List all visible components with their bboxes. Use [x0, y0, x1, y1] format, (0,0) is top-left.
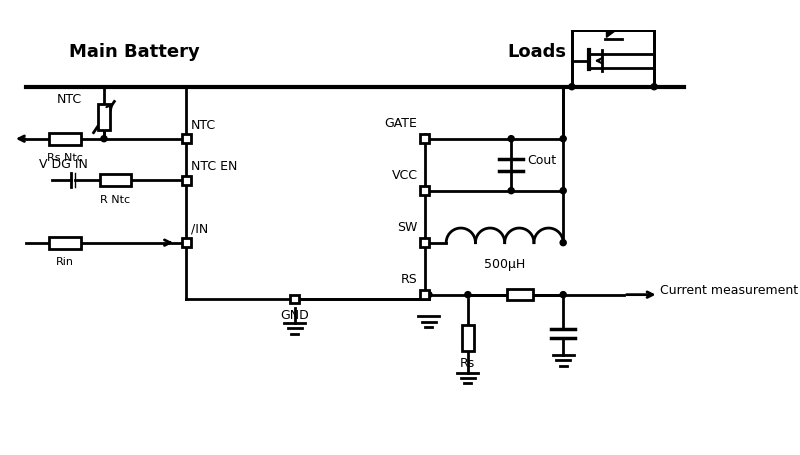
- Text: NTC: NTC: [190, 119, 216, 132]
- Text: V DG IN: V DG IN: [39, 158, 88, 171]
- Circle shape: [465, 292, 471, 298]
- Text: Main Battery: Main Battery: [69, 43, 200, 61]
- Circle shape: [569, 84, 575, 90]
- Bar: [50, 237, 81, 249]
- Text: Rin: Rin: [56, 258, 74, 268]
- Circle shape: [101, 136, 107, 142]
- Bar: [420, 290, 429, 299]
- Text: Loads: Loads: [508, 43, 566, 61]
- Text: VCC: VCC: [392, 169, 418, 182]
- Text: NTC: NTC: [57, 93, 82, 106]
- Bar: [507, 289, 533, 300]
- Circle shape: [560, 240, 566, 246]
- Circle shape: [426, 292, 432, 298]
- Bar: [98, 104, 110, 130]
- Text: SW: SW: [398, 221, 418, 234]
- Bar: [420, 238, 429, 247]
- Circle shape: [651, 84, 657, 90]
- Polygon shape: [606, 27, 620, 37]
- Text: GATE: GATE: [385, 117, 418, 130]
- Text: RS: RS: [401, 273, 418, 286]
- Text: 500μH: 500μH: [484, 258, 526, 271]
- Text: /IN: /IN: [190, 223, 208, 236]
- Bar: [182, 238, 190, 247]
- Text: Rs: Rs: [460, 357, 475, 370]
- Circle shape: [560, 187, 566, 194]
- Text: Cout: Cout: [526, 154, 556, 167]
- Circle shape: [508, 187, 514, 194]
- Circle shape: [560, 292, 566, 298]
- Bar: [290, 295, 299, 303]
- Bar: [420, 134, 429, 143]
- Bar: [100, 174, 131, 187]
- Text: Current measurement: Current measurement: [660, 284, 798, 297]
- Text: R Ntc: R Ntc: [100, 195, 130, 205]
- Circle shape: [508, 136, 514, 142]
- Bar: [182, 134, 190, 143]
- Circle shape: [560, 136, 566, 142]
- Text: Rs Ntc: Rs Ntc: [47, 153, 83, 163]
- Text: NTC EN: NTC EN: [190, 160, 237, 173]
- Text: GND: GND: [280, 309, 309, 323]
- Bar: [462, 325, 474, 351]
- Bar: [50, 132, 81, 145]
- Bar: [420, 187, 429, 195]
- Bar: [182, 176, 190, 185]
